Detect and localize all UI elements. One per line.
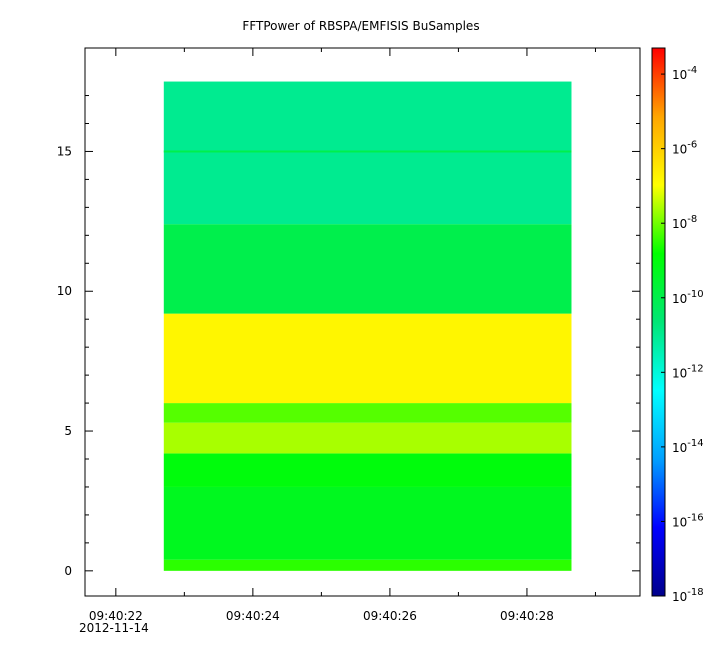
x-tick-label-2: 09:40:26: [363, 609, 417, 623]
y-tick-label-2: 10: [57, 284, 72, 298]
x-axis-date-label: 2012-11-14: [79, 621, 149, 635]
plot-axes: [85, 48, 640, 596]
spectrogram-band-0: [163, 559, 572, 571]
colorbar-tick-label-2: 10-14: [672, 438, 704, 455]
spectrogram-band-7: [163, 81, 572, 225]
y-tick-label-1: 5: [64, 424, 72, 438]
colorbar-tick-label-7: 10-4: [672, 65, 697, 82]
y-axis-tick-labels: 0 5 10 15: [57, 144, 72, 577]
spectrogram-band-6: [163, 224, 572, 314]
colorbar-tick-label-4: 10-10: [672, 289, 704, 306]
x-tick-label-3: 09:40:28: [500, 609, 554, 623]
spectrogram-band-1: [163, 486, 572, 560]
y-tick-label-0: 0: [64, 564, 72, 578]
colorbar-tick-label-6: 10-6: [672, 140, 697, 157]
colorbar-ticks: 10-18 10-16 10-14 10-12 10-10 10-8 10-6 10-4: [661, 65, 704, 604]
x-tick-label-1: 09:40:24: [226, 609, 280, 623]
colorbar-tick-label-0: 10-18: [672, 587, 704, 604]
colorbar-tick-label-5: 10-8: [672, 214, 697, 231]
x-tick-label-0: 09:40:22: [89, 609, 143, 623]
spectrogram-band-3: [163, 422, 572, 454]
spectrogram-band-4: [163, 403, 572, 423]
chart-title: FFTPower of RBSPA/EMFISIS BuSamples: [242, 19, 479, 33]
colorbar-tick-label-1: 10-16: [672, 512, 704, 529]
spectrogram-band-2: [163, 453, 572, 487]
y-tick-label-3: 15: [57, 144, 72, 158]
colorbar: [651, 47, 666, 597]
x-axis-tick-labels: 09:40:22 09:40:24 09:40:26 09:40:28: [89, 609, 554, 623]
spectrogram-image: [163, 81, 572, 571]
spectrogram-band-5: [163, 313, 572, 404]
colorbar-tick-label-3: 10-12: [672, 363, 704, 380]
